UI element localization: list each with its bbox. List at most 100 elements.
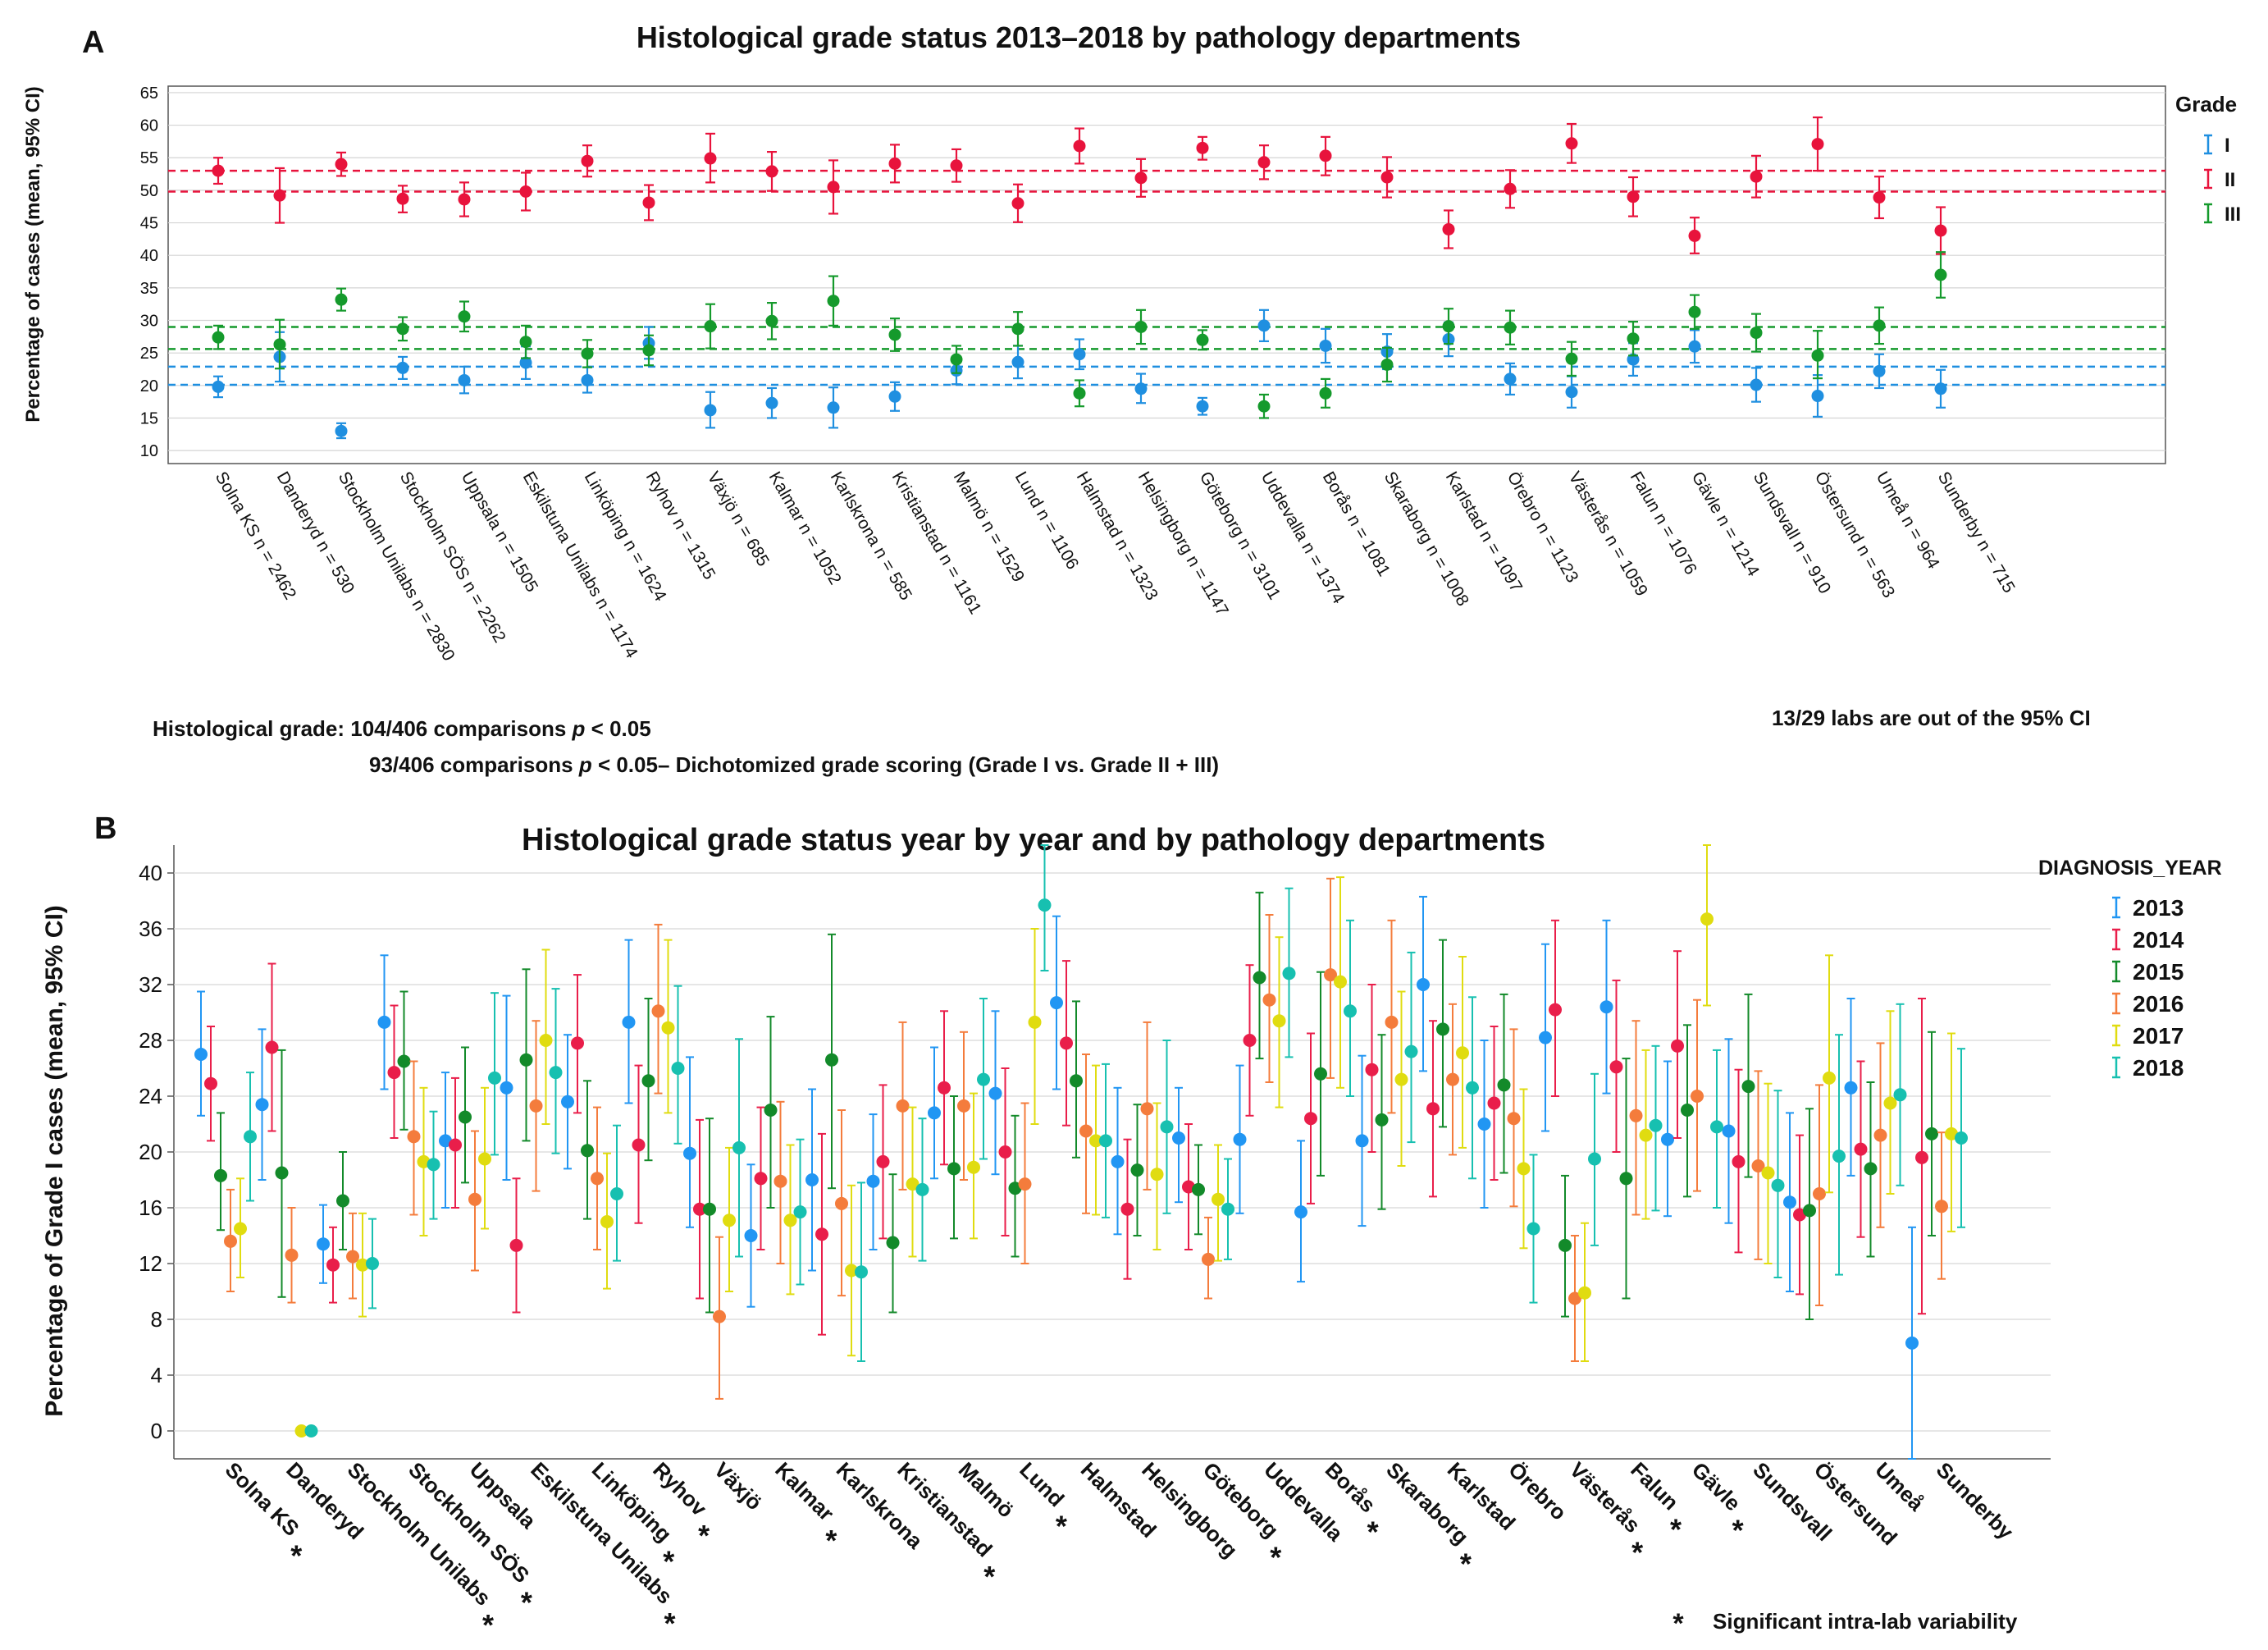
panel-b-y-tick-label: 24 [139,1084,162,1108]
panel-a-point-grade-I [458,373,471,386]
panel-b-point-2017 [356,1258,369,1272]
panel-b-point-2017 [539,1034,553,1047]
panel-a-point-grade-III [1380,358,1394,371]
panel-a-point-grade-II [212,164,225,177]
panel-b-point-2014 [1365,1063,1379,1076]
panel-b-point-2016 [1629,1108,1643,1122]
panel-b-point-2015 [1497,1078,1511,1092]
panel-b-point-2016 [591,1172,604,1186]
panel-b-point-2014 [571,1036,584,1050]
panel-a-x-tick-label: Falun n = 1076 [1627,468,1700,578]
panel-a-title: Histological grade status 2013–2018 by p… [637,21,1521,54]
panel-a-x-tick-label: Stockholm SÖS n = 2262 [396,468,509,646]
panel-a-letter: A [82,25,104,60]
panel-a-y-tick-label: 40 [140,247,158,265]
panel-b-point-2016 [1262,993,1276,1007]
panel-a-point-grade-II [888,157,901,170]
panel-b-point-2018 [1955,1131,1968,1145]
panel-b-point-2014 [754,1172,768,1186]
panel-a-point-grade-III [1257,400,1271,413]
panel-b-legend-label: 2017 [2133,1023,2184,1049]
panel-b-point-2016 [529,1099,543,1113]
panel-b-y-tick-label: 16 [139,1195,162,1220]
panel-b-point-2013 [1477,1118,1491,1131]
panel-a-legend-title: Grade [2175,92,2237,117]
panel-a-point-grade-III [1442,320,1455,333]
panel-a-point-grade-III [458,310,471,323]
panel-b-point-2016 [651,1004,665,1018]
panel-b-point-2017 [294,1424,308,1437]
panel-b-point-2015 [1436,1022,1449,1036]
panel-b-point-2018 [1771,1178,1785,1192]
panel-a-point-grade-II [1011,197,1024,210]
panel-a-legend-label: III [2225,203,2241,226]
panel-b-point-2017 [1028,1015,1042,1029]
panel-a-point-grade-III [704,320,717,333]
panel-b-point-2016 [835,1196,848,1210]
panel-a-x-tick-label: Stockholm Unilabs n = 2830 [335,468,459,664]
panel-b-point-2016 [713,1309,726,1323]
panel-b-point-2014 [387,1066,401,1080]
panel-b-point-2016 [1568,1291,1581,1305]
panel-b-legend-title: DIAGNOSIS_YEAR [2038,857,2222,880]
panel-b-legend-label: 2016 [2133,991,2184,1017]
panel-b-x-tick-label: Gävle [1687,1457,1745,1515]
panel-b-point-2013 [683,1146,696,1160]
panel-b-x-tick-label: Lund [1015,1457,1069,1511]
panel-b-point-2014 [1549,1003,1562,1017]
panel-b-point-2016 [1202,1252,1215,1266]
panel-a-point-grade-III [827,295,840,308]
panel-a-point-grade-III [642,344,655,357]
panel-b-title: Histological grade status year by year a… [522,823,1545,857]
panel-b-point-2017 [1272,1014,1286,1028]
panel-a-y-tick-label: 45 [140,215,158,233]
panel-b-point-2018 [915,1182,929,1196]
panel-b-point-2017 [1150,1168,1164,1182]
panel-b-point-2013 [500,1081,513,1095]
panel-b-point-2016 [1446,1072,1459,1086]
panel-b-significance-star: * [1631,1535,1643,1569]
panel-b-point-2016 [468,1192,481,1206]
panel-a-point-grade-II [1319,149,1332,162]
panel-b-significance-star: * [1270,1540,1281,1574]
panel-b-x-tick-label: Borås [1321,1457,1380,1517]
panel-b-point-2016 [1691,1090,1704,1103]
panel-b-point-2014 [1182,1180,1195,1194]
panel-b-series-2013 [194,895,1919,1460]
panel-a-point-grade-III [1134,320,1148,333]
panel-b-point-2013 [194,1048,208,1061]
panel-b-point-2014 [693,1202,706,1216]
panel-b-point-2014 [998,1145,1012,1159]
panel-a-point-grade-III [519,336,532,349]
panel-b-point-2018 [610,1187,623,1200]
footnote-2-prefix: 93/406 comparisons [369,752,573,777]
panel-b-point-2015 [459,1110,472,1124]
panel-a-point-grade-II [1196,141,1209,154]
panel-b-series-2014 [204,919,1928,1336]
panel-b-point-2018 [732,1140,746,1154]
panel-b-point-2017 [1823,1071,1836,1085]
panel-a-x-tick-label: Borås n = 1081 [1319,468,1394,579]
panel-b-point-2018 [1038,898,1052,912]
panel-a-point-grade-II [1257,156,1271,169]
panel-a-point-grade-I [335,424,348,437]
panel-b-legend-label: 2018 [2133,1055,2184,1081]
panel-b-point-2018 [793,1205,807,1219]
panel-a-point-grade-III [1565,352,1578,365]
panel-b-point-2018 [427,1158,440,1172]
panel-b-series-2018 [244,844,1968,1437]
panel-a-series-grade-I [212,309,1947,440]
panel-b-point-2015 [1130,1163,1144,1177]
panel-b-point-2013 [744,1229,758,1242]
panel-b-series-2017 [234,844,1958,1437]
panel-b-point-2016 [896,1099,910,1113]
panel-b-point-2014 [449,1138,462,1152]
panel-b-point-2018 [244,1130,257,1144]
panel-b-point-2016 [1324,968,1337,982]
panel-b-point-2016 [285,1248,299,1262]
panel-b-point-2017 [1578,1286,1591,1300]
panel-a-y-tick-label: 10 [140,442,158,460]
panel-b-point-2014 [1304,1112,1317,1126]
panel-a-point-grade-II [1934,224,1947,237]
panel-b-point-2016 [957,1099,970,1113]
